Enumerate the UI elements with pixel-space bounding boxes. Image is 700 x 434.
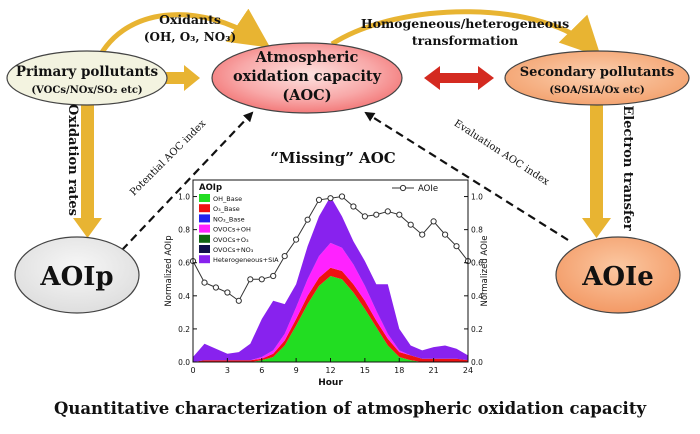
aoie-label: AOIe bbox=[581, 262, 654, 292]
secondary-label: Secondary pollutants bbox=[520, 65, 674, 80]
aoie-point bbox=[327, 195, 334, 202]
y-tick-label-left: 0.6 bbox=[178, 259, 190, 268]
aoie-point bbox=[304, 216, 311, 223]
legend-swatch bbox=[199, 204, 210, 213]
legend-label: OVOCs+O₃ bbox=[213, 236, 249, 244]
aoc-label-1: Atmospheric bbox=[255, 49, 359, 66]
y-tick-label-left: 0.2 bbox=[178, 325, 190, 334]
oxidation-rates-label: Oxidation rates bbox=[65, 104, 80, 216]
legend-label: Heterogeneous+SIA bbox=[213, 256, 279, 264]
aoie-point bbox=[396, 211, 403, 218]
x-tick-label: 6 bbox=[259, 366, 264, 375]
legend-label: NO₃_Base bbox=[213, 215, 245, 223]
legend-swatch bbox=[199, 245, 210, 253]
aoie-point bbox=[430, 218, 437, 225]
aoie-point bbox=[258, 276, 265, 283]
aoie-point bbox=[212, 284, 219, 291]
bottom-title: Quantitative characterization of atmosph… bbox=[54, 399, 646, 418]
primary-pollutants-node bbox=[6, 50, 168, 106]
area-series-0 bbox=[193, 276, 468, 362]
y-tick-label-left: 0.4 bbox=[178, 292, 190, 301]
y-tick-label-left: 0.0 bbox=[178, 358, 190, 367]
aoie-point bbox=[293, 236, 300, 243]
x-axis-label: Hour bbox=[318, 378, 343, 388]
transformation-sublabel: transformation bbox=[412, 33, 518, 48]
oxidants-curved-arrow bbox=[92, 8, 271, 67]
aoie-point bbox=[361, 213, 368, 220]
aoip-node bbox=[14, 236, 140, 314]
legend-swatch bbox=[199, 255, 210, 264]
legend-line-label: AOIe bbox=[418, 184, 438, 194]
aoie-point bbox=[407, 221, 414, 228]
x-tick-label: 21 bbox=[429, 366, 439, 375]
legend-swatch bbox=[199, 224, 210, 233]
x-tick-label: 18 bbox=[394, 366, 404, 375]
x-tick-label: 0 bbox=[190, 366, 195, 375]
y-tick-label-right: 0.8 bbox=[471, 226, 483, 235]
legend-swatch bbox=[199, 234, 210, 243]
electron-transfer-arrow bbox=[582, 100, 611, 238]
aoie-point bbox=[384, 208, 391, 215]
primary-sublabel: (VOCs/NOx/SO₂ etc) bbox=[31, 85, 142, 96]
aoie-point bbox=[247, 276, 254, 283]
aoc-label-3: (AOC) bbox=[282, 87, 331, 104]
y-tick-label-left: 1.0 bbox=[178, 193, 190, 202]
missing-aoc-label: “Missing” AOC bbox=[270, 149, 395, 167]
legend-label: OVOCs+OH bbox=[213, 226, 251, 234]
oxidation-rates-arrow bbox=[73, 96, 102, 238]
legend-swatch bbox=[199, 194, 210, 202]
evaluation-index-arrow bbox=[364, 111, 569, 241]
aoie-node bbox=[555, 236, 681, 314]
x-tick-label: 24 bbox=[463, 366, 473, 375]
y-axis-label-left: Normalized AOIp bbox=[164, 235, 174, 306]
legend-line-marker bbox=[399, 184, 407, 192]
secondary-sublabel: (SOA/SIA/Ox etc) bbox=[549, 85, 644, 96]
aoie-point bbox=[224, 289, 231, 296]
transformation-label: Homogeneous/heterogeneous bbox=[361, 16, 569, 31]
aoie-point bbox=[270, 272, 277, 280]
primary-label: Primary pollutants bbox=[16, 64, 159, 80]
legend-label: OVOCs+NO₃ bbox=[213, 246, 254, 254]
aoie-point bbox=[201, 279, 208, 286]
x-tick-label: 15 bbox=[360, 366, 370, 375]
aoc-label-2: oxidation capacity bbox=[233, 68, 382, 85]
aoie-point bbox=[442, 231, 449, 238]
aoc-node bbox=[211, 42, 403, 114]
secondary-pollutants-node bbox=[504, 50, 690, 106]
area-series-6 bbox=[193, 196, 468, 362]
y-tick-label-right: 0.2 bbox=[471, 325, 483, 334]
y-tick-label-left: 0.8 bbox=[178, 226, 190, 235]
x-tick-label: 12 bbox=[325, 366, 335, 375]
legend-swatch bbox=[199, 214, 210, 223]
y-axis-label-right: Normalized AOIe bbox=[480, 236, 490, 307]
aoi-chart: 0 3 6 9 12 15 18 21 240.00.20.40.60.81.00.00.20.… bbox=[164, 179, 490, 388]
y-tick-label-right: 0.0 bbox=[471, 358, 483, 367]
aoie-point bbox=[281, 253, 288, 260]
legend-label: O₃_Base bbox=[213, 205, 240, 213]
y-tick-label-right: 1.0 bbox=[471, 193, 483, 202]
aoie-point bbox=[453, 243, 460, 250]
potential-index-arrow bbox=[121, 111, 254, 251]
aoie-point bbox=[373, 211, 380, 218]
x-tick-label: 9 bbox=[294, 366, 299, 375]
area-series-3 bbox=[193, 242, 468, 362]
aoie-point bbox=[338, 193, 346, 200]
aoip-label: AOIp bbox=[39, 262, 113, 292]
transformation-curved-arrow bbox=[330, 9, 602, 58]
y-tick-label-right: 0.4 bbox=[471, 292, 483, 301]
legend-label: OH_Base bbox=[213, 195, 242, 203]
aoie-point bbox=[419, 231, 426, 238]
primary-to-aoc-arrow bbox=[166, 65, 200, 91]
electron-transfer-label: Electron transfer bbox=[620, 105, 635, 230]
y-tick-label-right: 0.6 bbox=[471, 259, 483, 268]
aoie-point bbox=[350, 203, 357, 210]
legend-title: AOIp bbox=[199, 183, 222, 193]
aoc-secondary-double-arrow bbox=[424, 66, 494, 90]
x-tick-label: 3 bbox=[225, 366, 230, 375]
aoie-point bbox=[315, 196, 323, 203]
aoie-point bbox=[235, 297, 242, 304]
oxidants-sublabel: (OH, O₃, NO₃) bbox=[144, 30, 236, 44]
oxidants-label: Oxidants bbox=[159, 12, 221, 27]
